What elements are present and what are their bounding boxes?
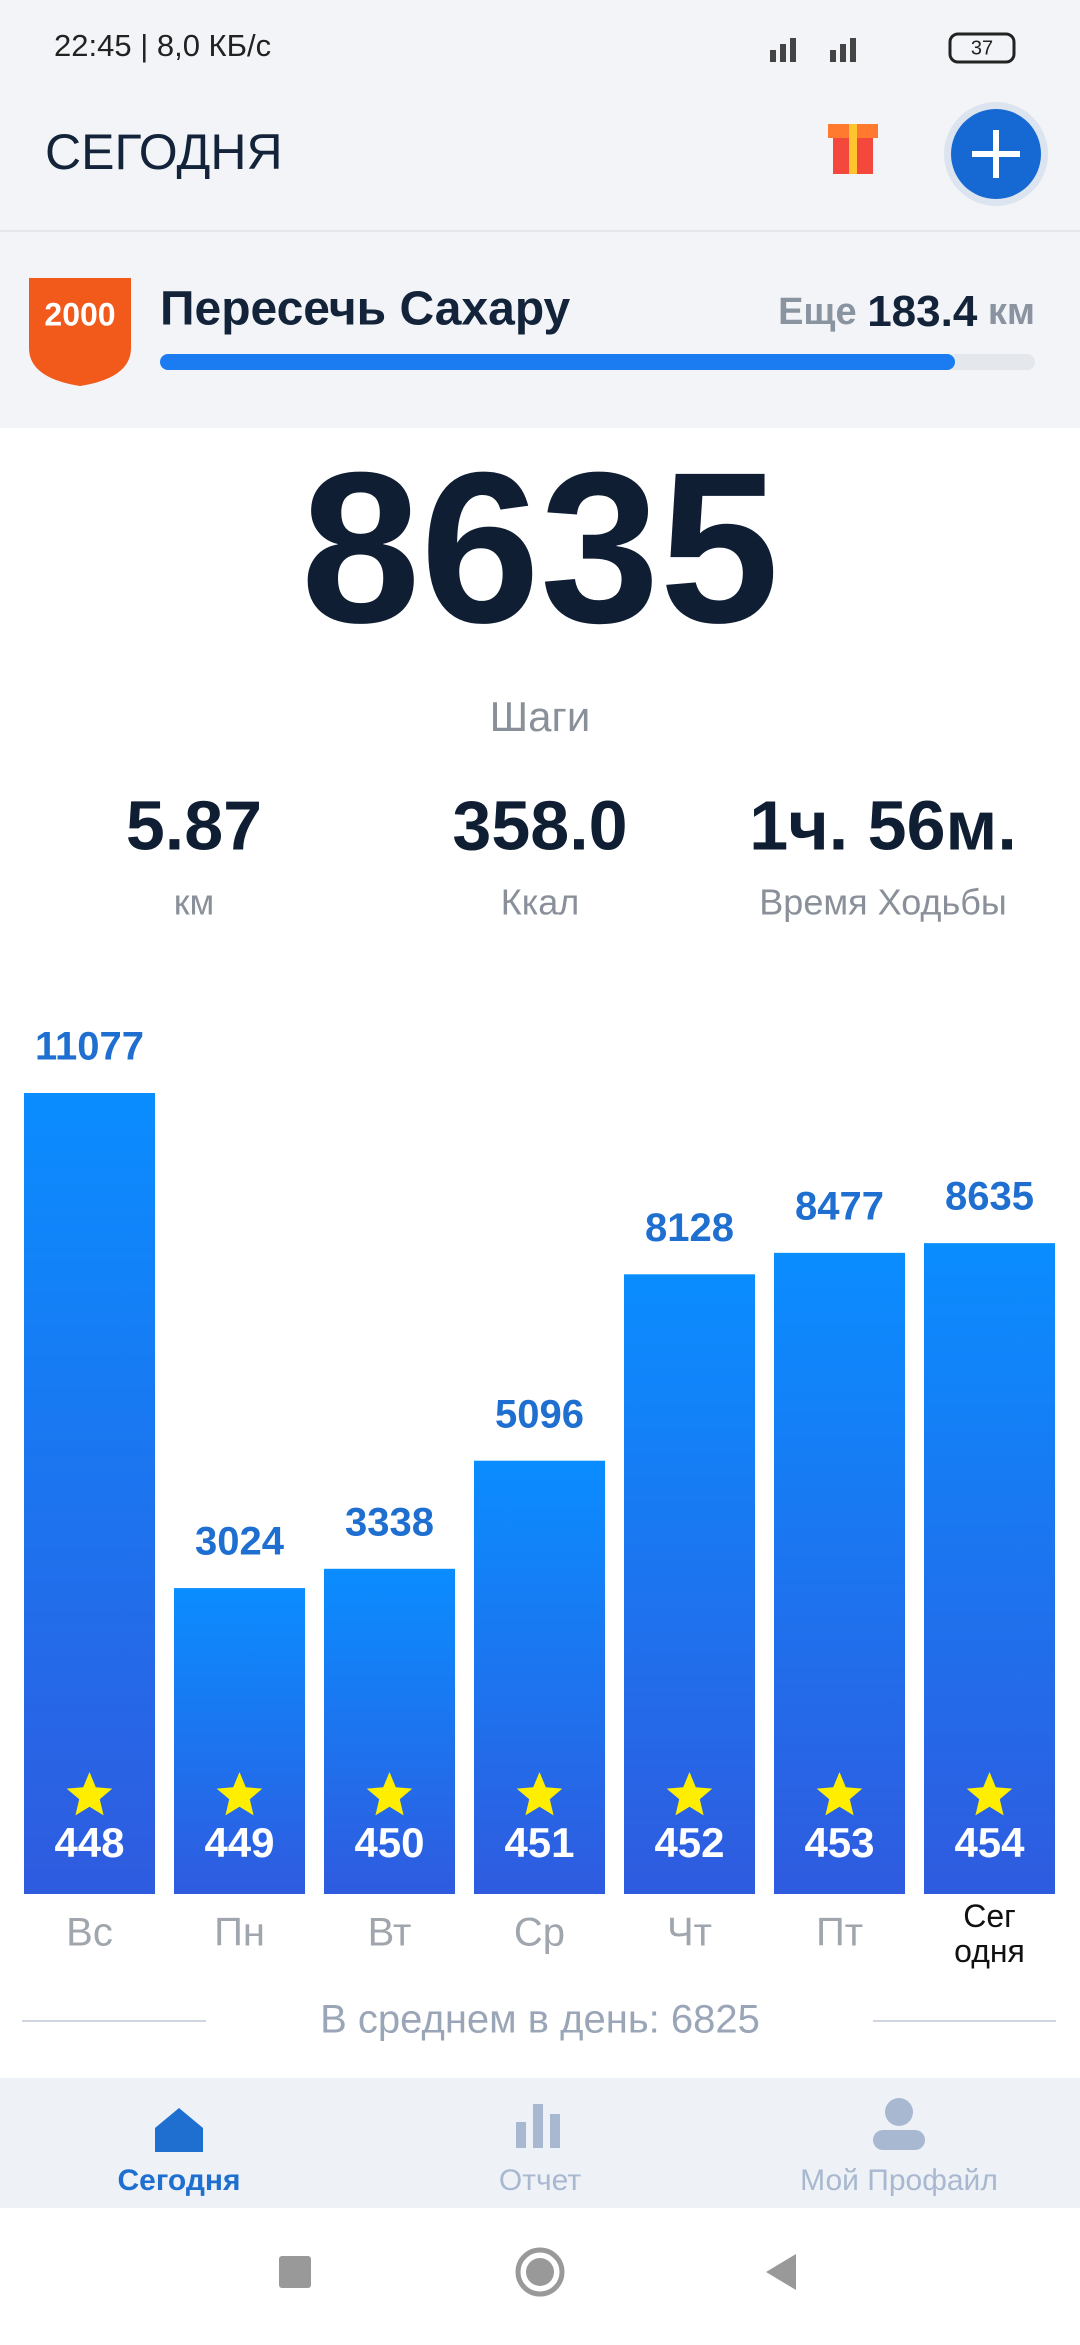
nav-icon-profile [873,2098,925,2150]
x-tick-label: Вт [368,1911,412,1955]
nav-tab[interactable]: Сегодня [117,2164,240,2197]
stat-value: 1ч. 56м. [749,786,1017,864]
star [516,1772,563,1816]
stat-value: 358.0 [452,786,627,864]
chart: 11077 448 Вс 3024 449 Пн 3338 450 Вт 5096 451 Ср 812… [24,1025,1055,1970]
star [366,1772,413,1816]
badge-count: 452 [654,1819,724,1866]
star [966,1772,1013,1816]
value-label: 5096 [495,1392,584,1436]
bar [24,1093,155,1894]
badge-count: 454 [954,1819,1025,1866]
sys-back[interactable] [766,2254,796,2290]
nav-icon-report [516,2104,560,2148]
nav-tab[interactable]: Мой Профайл [800,2164,998,2197]
value-label: 3024 [195,1520,285,1564]
sys-home-dot [526,2258,554,2286]
stat-label: Ккал [501,882,580,923]
bar [174,1588,305,1894]
remaining-prefix: Еще [778,291,857,333]
status-text: 22:45 | 8,0 КБ/с [54,28,271,63]
value-label: 8635 [945,1175,1034,1219]
sys-home[interactable] [515,2247,565,2297]
badge-count: 450 [354,1819,424,1866]
value-label: 8128 [645,1206,734,1250]
signal [770,38,856,62]
star [816,1772,863,1816]
bar [324,1568,455,1894]
battery-level: 37 [971,37,993,59]
x-tick-label: Вс [66,1911,113,1955]
challenge-remaining: Еще 183.4 км [778,287,1035,336]
star [66,1772,113,1816]
progress-fill [160,354,955,370]
nav-icon-home [155,2108,203,2152]
value-label: 3338 [345,1500,434,1544]
x-tick-label: Чт [667,1911,712,1955]
star [216,1772,263,1816]
x-tick-label: Пт [816,1911,863,1955]
badge-text: 2000 [44,296,115,332]
average: В среднем в день: 6825 [320,1998,760,2042]
bar [474,1460,605,1894]
x-tick-label: Сег одня [954,1898,1025,1969]
stat-value: 5.87 [126,786,262,864]
header-title: СЕГОДНЯ [45,124,283,180]
challenge-title: Пересечь Сахару [160,283,571,336]
badge-count: 449 [204,1819,274,1866]
star [666,1772,713,1816]
steps-label: Шаги [490,693,591,740]
badge-count: 451 [504,1819,574,1866]
badge [29,278,131,386]
sys-recent[interactable] [279,2256,311,2288]
nav-tab[interactable]: Отчет [499,2164,581,2197]
x-tick-label: Пн [214,1911,265,1955]
value-label: 8477 [795,1184,884,1228]
badge-count: 453 [804,1819,874,1866]
steps: 8635 [301,427,779,668]
x-tick-label: Ср [514,1911,565,1955]
add-button[interactable] [944,102,1048,206]
remaining-value: 183.4 [867,287,978,336]
gift-button[interactable] [828,124,878,174]
value-label: 11077 [35,1025,144,1069]
battery [948,32,1016,64]
remaining-unit: км [988,291,1035,333]
stat-label: Время Ходьбы [759,882,1006,923]
badge-count: 448 [54,1819,124,1866]
stat-label: км [174,882,215,923]
